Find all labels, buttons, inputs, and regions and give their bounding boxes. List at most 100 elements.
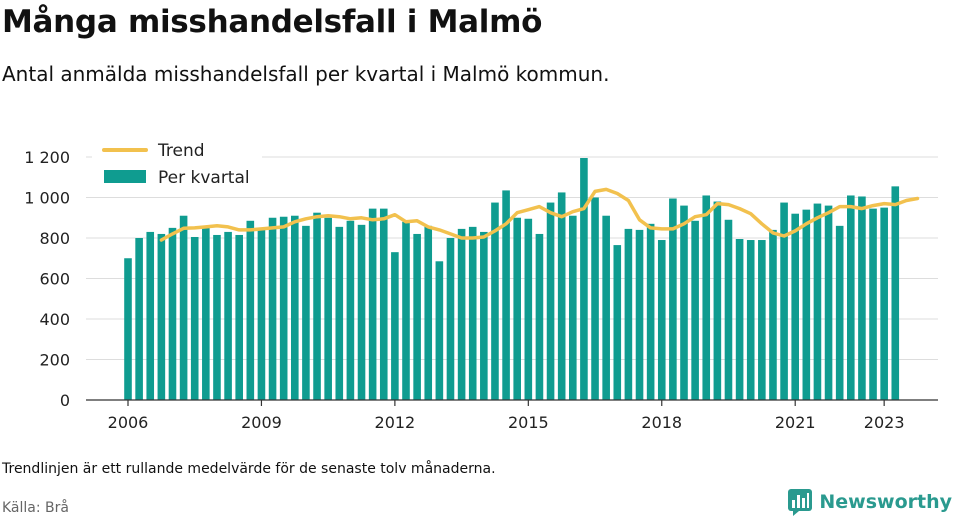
bar	[335, 226, 344, 400]
bar	[746, 240, 755, 400]
bar	[313, 212, 321, 400]
chart-subtitle: Antal anmälda misshandelsfall per kvarta…	[2, 62, 610, 86]
bar	[858, 196, 866, 400]
bar	[880, 207, 888, 400]
bar	[535, 233, 544, 400]
y-tick-label: 800	[39, 229, 70, 248]
legend-label-trend: Trend	[157, 141, 205, 161]
bar	[302, 225, 310, 400]
x-tick-label: 2018	[641, 413, 682, 432]
bar	[424, 225, 433, 400]
bar	[491, 202, 499, 400]
bar	[824, 205, 833, 400]
bar	[669, 198, 677, 400]
bar	[724, 219, 733, 400]
chart-footnote: Trendlinjen är ett rullande medelvärde f…	[2, 461, 496, 477]
bar	[602, 215, 610, 400]
bar	[391, 252, 399, 400]
x-tick-label: 2023	[864, 413, 905, 432]
legend-background	[92, 136, 262, 194]
bar	[368, 208, 377, 400]
bar	[268, 217, 277, 400]
bar	[135, 238, 143, 400]
brand-name: Newsworthy	[819, 491, 952, 513]
bar	[635, 229, 644, 400]
legend: Trend Per kvartal	[92, 136, 262, 194]
bar	[435, 261, 444, 400]
bar	[802, 209, 811, 400]
bar	[869, 208, 877, 400]
y-tick-label: 400	[39, 310, 70, 329]
y-tick-label: 1 200	[24, 148, 70, 167]
bar	[847, 195, 855, 400]
bar	[835, 225, 844, 400]
x-tick-label: 2009	[241, 413, 282, 432]
bar	[524, 218, 533, 400]
bar	[168, 227, 177, 400]
bar	[502, 190, 510, 400]
bar	[379, 208, 388, 400]
y-tick-label: 600	[39, 270, 70, 289]
bar	[780, 202, 788, 400]
chart-title: Många misshandelsfall i Malmö	[2, 4, 543, 40]
bar	[791, 213, 799, 400]
bar	[646, 223, 655, 400]
bar	[446, 238, 455, 400]
bar	[702, 195, 711, 400]
bar	[591, 197, 599, 400]
x-tick-label: 2015	[508, 413, 549, 432]
legend-label-bars: Per kvartal	[158, 168, 250, 188]
bar	[691, 220, 699, 400]
x-tick-label: 2006	[108, 413, 149, 432]
bar	[713, 201, 722, 400]
trend-line	[159, 187, 920, 242]
bar	[402, 221, 410, 400]
bar	[224, 231, 232, 400]
bar	[279, 216, 288, 400]
bar	[257, 227, 266, 400]
x-tick-label: 2021	[775, 413, 816, 432]
newsworthy-logo: Newsworthy	[787, 488, 952, 516]
bar	[357, 224, 366, 400]
bar	[157, 233, 166, 400]
bar	[613, 245, 622, 400]
bar	[202, 227, 210, 400]
bar	[557, 192, 566, 400]
bar	[758, 240, 766, 400]
bar	[657, 240, 666, 400]
bar	[235, 234, 243, 400]
bar	[891, 186, 900, 400]
bar	[513, 217, 521, 400]
bar	[291, 215, 299, 400]
bar	[546, 202, 555, 400]
bar	[580, 158, 588, 400]
bar	[735, 239, 744, 400]
bar	[324, 217, 332, 400]
bar	[246, 220, 255, 400]
bar	[680, 205, 688, 400]
bar	[346, 220, 355, 400]
bar	[769, 229, 777, 400]
bar-layer	[124, 158, 900, 400]
bar	[813, 203, 822, 400]
bar	[413, 233, 421, 400]
data-source: Källa: Brå	[2, 500, 69, 516]
bar-chart: 0 200 400 600 800 1 000 1 200 2006 2009 2012 2015 2…	[24, 136, 938, 432]
x-tick-label: 2012	[375, 413, 416, 432]
bar	[213, 234, 221, 400]
axis-layer: 0 200 400 600 800 1 000 1 200 2006 2009 2012 2015 2…	[24, 148, 938, 432]
y-tick-label: 200	[39, 351, 70, 370]
legend-swatch-bars	[104, 170, 146, 183]
y-tick-label: 0	[60, 391, 70, 410]
bar	[624, 228, 633, 400]
bar	[190, 236, 199, 400]
bar	[124, 258, 132, 400]
y-tick-label: 1 000	[24, 189, 70, 208]
trend-line-layer	[159, 187, 920, 242]
bar	[146, 231, 155, 400]
bar	[569, 215, 577, 400]
bar	[468, 226, 477, 400]
bar	[480, 231, 488, 400]
bar	[179, 215, 188, 400]
bar	[457, 228, 466, 400]
